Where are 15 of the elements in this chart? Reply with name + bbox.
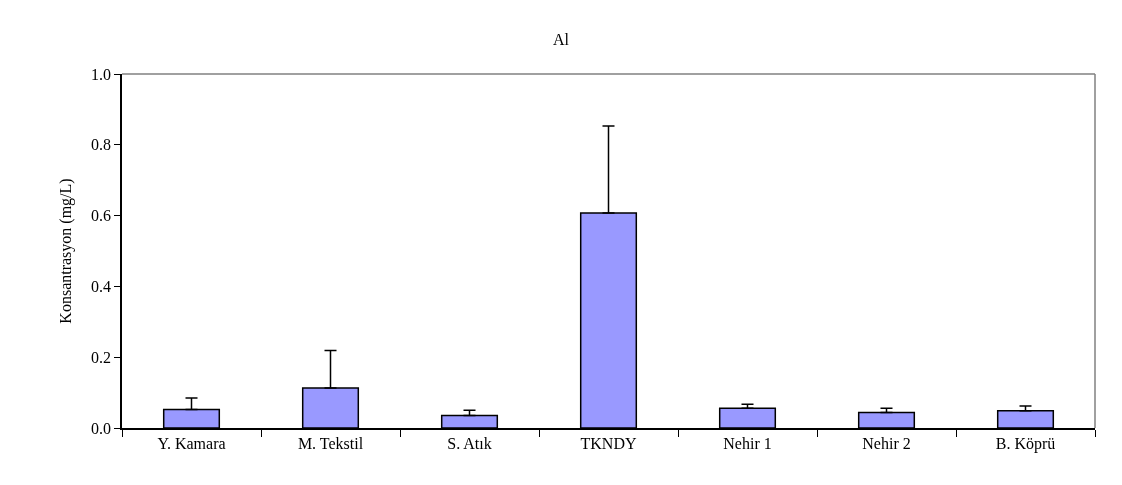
y-tick-label: 0.4 [91,278,112,295]
x-tick-label: B. Köprü [995,434,1056,453]
x-tick-label: Nehir 1 [723,434,772,452]
y-tick-label: 0.0 [91,419,112,437]
y-axis-title: Konsantrasyon (mg/L) [57,178,76,324]
y-tick-label: 0.2 [91,348,112,366]
chart-title: Al [553,30,570,48]
y-tick-label: 0.8 [91,136,112,154]
y-tick-label: 1.0 [91,65,112,83]
y-tick-label: 0.6 [91,207,112,225]
x-tick-label: S. Atık [447,434,492,452]
x-tick-label: M. Tekstil [297,434,364,452]
x-tick-label: Y. Kamara [157,434,226,452]
x-tick-label: Nehir 2 [862,434,911,452]
x-tick-label: TKNDY [580,434,637,452]
